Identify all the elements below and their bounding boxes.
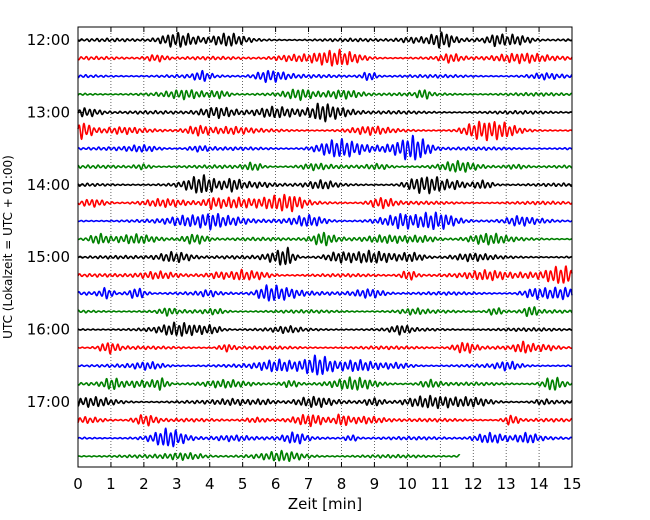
x-axis-label: Zeit [min]	[288, 495, 362, 513]
y-tick-label: 12:00	[27, 31, 70, 49]
plot-frame	[77, 26, 573, 468]
x-tick-label: 9	[370, 475, 380, 493]
trace-20	[77, 376, 573, 391]
trace-6	[77, 120, 573, 142]
plot-area	[78, 27, 572, 467]
trace-3	[77, 69, 573, 84]
trace-14	[77, 265, 573, 284]
trace-19	[77, 354, 573, 376]
trace-5	[77, 102, 573, 123]
x-tick-label: 10	[398, 475, 417, 493]
x-tick-label: 2	[139, 475, 149, 493]
trace-13	[77, 246, 573, 266]
x-tick-label: 4	[205, 475, 215, 493]
trace-15	[77, 284, 573, 302]
x-tick-label: 11	[431, 475, 450, 493]
x-tick-label: 8	[337, 475, 347, 493]
x-tick-label: 15	[562, 475, 581, 493]
trace-8	[77, 159, 573, 173]
trace-2	[77, 48, 573, 67]
trace-group	[77, 31, 573, 462]
y-tick-label: 17:00	[27, 393, 70, 411]
y-tick-label: 16:00	[27, 321, 70, 339]
x-grid	[110, 27, 540, 467]
x-tick-label: 12	[464, 475, 483, 493]
trace-18	[77, 340, 573, 355]
x-tick-label: 13	[497, 475, 516, 493]
trace-16	[77, 306, 573, 318]
y-tick-label: 15:00	[27, 248, 70, 266]
trace-1	[77, 31, 573, 49]
x-tick-label: 3	[172, 475, 182, 493]
trace-24	[77, 449, 461, 462]
trace-21	[77, 394, 573, 410]
x-tick-label: 7	[304, 475, 314, 493]
y-axis-ticks: 12:00 13:00 14:00 15:00 16:00 17:00	[27, 31, 572, 411]
x-tick-label: 0	[73, 475, 83, 493]
x-tick-label: 6	[271, 475, 281, 493]
trace-7	[77, 134, 573, 161]
trace-11	[77, 211, 573, 231]
x-tick-label: 5	[238, 475, 248, 493]
trace-17	[77, 321, 573, 337]
trace-23	[77, 427, 573, 448]
x-tick-label: 1	[106, 475, 116, 493]
y-tick-label: 14:00	[27, 176, 70, 194]
trace-4	[77, 88, 573, 102]
y-axis-label: UTC (Lokalzeit = UTC + 01:00)	[1, 155, 15, 339]
trace-12	[77, 231, 573, 247]
trace-22	[77, 413, 573, 428]
x-axis-ticks: 0 1 2 3 4 5 6 7 8 9 10 11 12 13 14 15	[73, 27, 582, 493]
x-tick-label: 14	[530, 475, 549, 493]
trace-10	[77, 193, 573, 213]
y-tick-label: 13:00	[27, 103, 70, 121]
trace-9	[77, 174, 573, 195]
